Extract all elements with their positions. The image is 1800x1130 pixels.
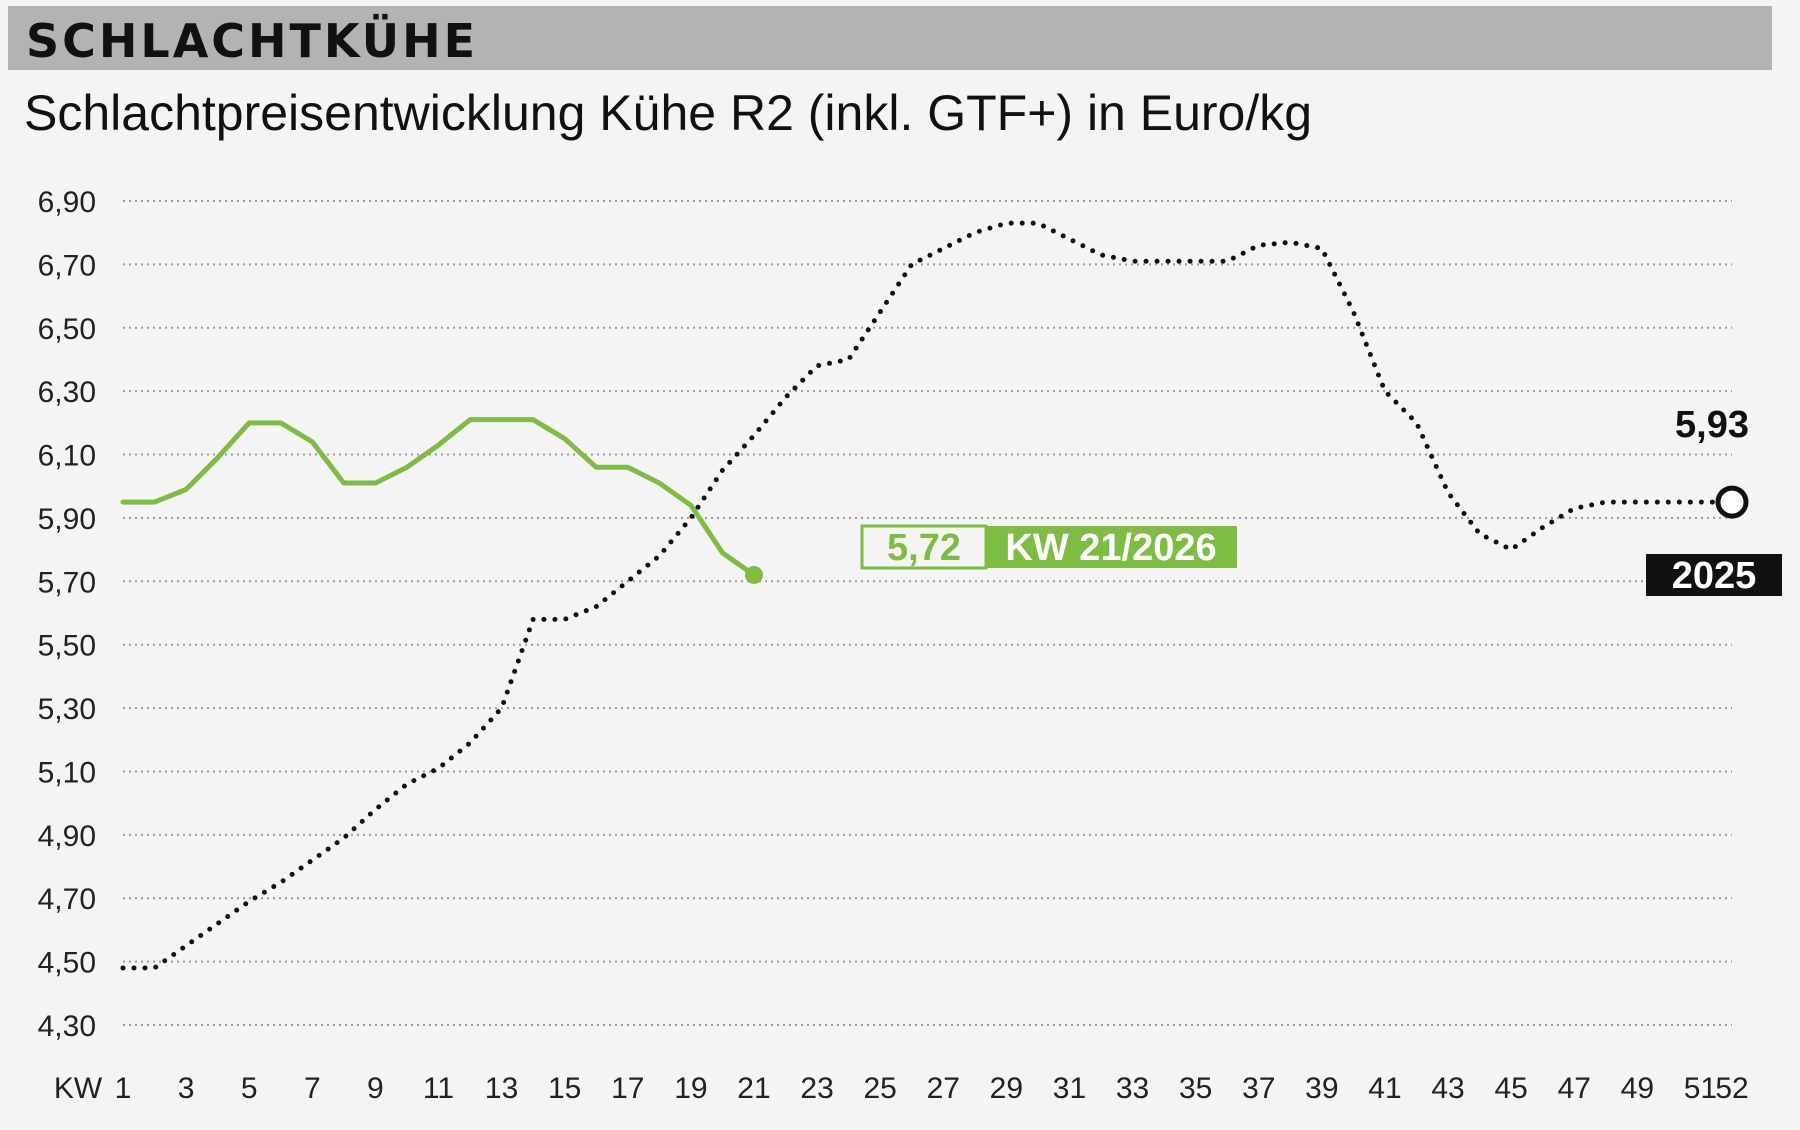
x-tick-label: 5 [241, 1072, 258, 1105]
x-tick-label: 3 [178, 1072, 195, 1105]
y-tick-label: 4,50 [38, 947, 96, 980]
header-title: SCHLACHTKÜHE [26, 14, 479, 68]
x-tick-label: 49 [1621, 1072, 1654, 1105]
x-tick-label: 37 [1242, 1072, 1275, 1105]
y-tick-label: 4,30 [38, 1010, 96, 1043]
x-tick-label: 29 [990, 1072, 1023, 1105]
x-tick-label: 13 [485, 1072, 518, 1105]
x-tick-label: 33 [1116, 1072, 1149, 1105]
x-tick-label: 25 [863, 1072, 896, 1105]
previous-year-label: 2025 [1672, 555, 1757, 597]
series-2026 [120, 417, 763, 584]
y-tick-label: 5,90 [38, 503, 96, 536]
x-tick-label: 31 [1053, 1072, 1086, 1105]
y-tick-label: 6,30 [38, 376, 96, 409]
series-2025 [120, 220, 1749, 971]
x-tick-label: 21 [737, 1072, 770, 1105]
x-tick-label: 1 [115, 1072, 132, 1105]
y-tick-label: 6,90 [38, 186, 96, 219]
y-tick-label: 6,70 [38, 249, 96, 282]
x-tick-label: 45 [1494, 1072, 1527, 1105]
y-tick-label: 5,10 [38, 756, 96, 789]
x-tick-label: 11 [423, 1072, 454, 1105]
y-tick-label: 5,50 [38, 630, 96, 663]
x-axis-ticks: KW 1 3 5 7 9 11 13 15 17 19 21 23 25 27 29 31 33 35 37 39 41 4… [54, 1072, 1749, 1105]
previous-end-value-label: 5,93 [1675, 404, 1749, 446]
x-tick-label: 51 [1684, 1072, 1717, 1105]
series-2026-line [120, 417, 757, 578]
series-2025-line [120, 220, 1735, 971]
chart-subtitle: Schlachtpreisentwicklung Kühe R2 (inkl. … [24, 85, 1313, 141]
x-axis-label: KW [54, 1072, 103, 1105]
x-tick-label: 35 [1179, 1072, 1212, 1105]
grid-lines [123, 200, 1732, 1026]
y-tick-label: 6,10 [38, 440, 96, 473]
current-week-box [986, 526, 1237, 568]
x-tick-label: 19 [674, 1072, 707, 1105]
series-2025-end-marker [1715, 485, 1749, 519]
y-tick-label: 6,50 [38, 313, 96, 346]
x-tick-label: 7 [304, 1072, 321, 1105]
x-tick-label: 52 [1715, 1072, 1748, 1105]
x-tick-label: 15 [548, 1072, 581, 1105]
header-bar: SCHLACHTKÜHE [8, 6, 1772, 70]
current-value-box [860, 524, 988, 570]
y-tick-label: 4,90 [38, 820, 96, 853]
previous-year-box [1646, 554, 1782, 596]
previous-year-annotation: 5,93 2025 [1646, 404, 1782, 597]
x-tick-label: 17 [611, 1072, 644, 1105]
y-axis-ticks: 6,90 6,70 6,50 6,30 6,10 5,90 5,70 5,50 5,30 5,10… [38, 186, 96, 1043]
current-week-label: KW 21/2026 [1005, 527, 1216, 569]
current-value-label: 5,72 [887, 527, 961, 569]
y-tick-label: 5,70 [38, 566, 96, 599]
x-tick-label: 9 [367, 1072, 384, 1105]
y-tick-label: 4,70 [38, 883, 96, 916]
x-tick-label: 23 [800, 1072, 833, 1105]
x-tick-label: 47 [1558, 1072, 1591, 1105]
x-tick-label: 27 [927, 1072, 960, 1105]
current-value-annotation: 5,72 KW 21/2026 [860, 524, 1237, 570]
x-tick-label: 41 [1368, 1072, 1401, 1105]
x-tick-label: 43 [1431, 1072, 1464, 1105]
series-2026-end-marker [744, 565, 763, 584]
x-tick-label: 39 [1305, 1072, 1338, 1105]
y-tick-label: 5,30 [38, 693, 96, 726]
